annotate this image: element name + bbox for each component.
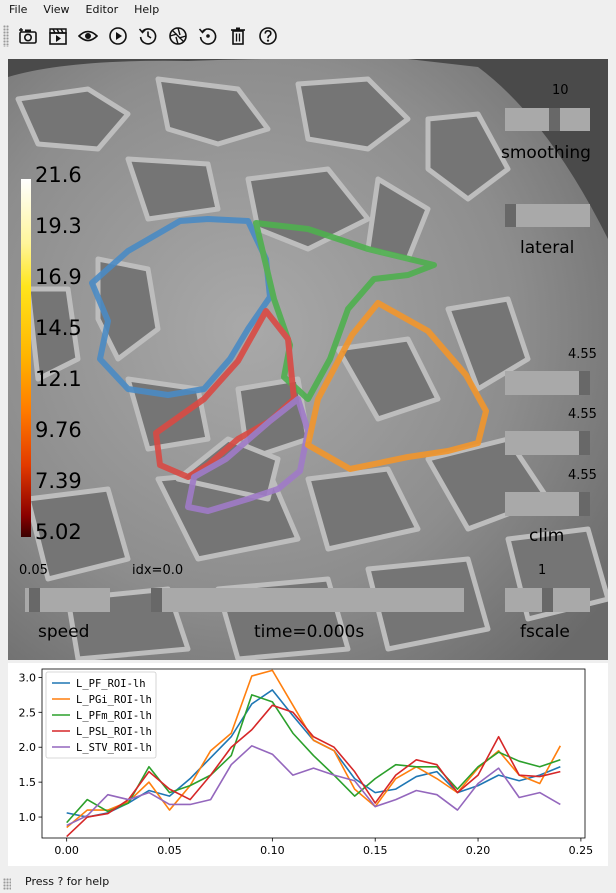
time-slider-handle[interactable] xyxy=(151,588,162,612)
fscale-slider[interactable] xyxy=(505,588,590,612)
fscale-slider-handle[interactable] xyxy=(542,588,553,612)
shading-icon xyxy=(169,26,187,45)
reset-time-button[interactable] xyxy=(133,21,163,51)
menu-file[interactable]: File xyxy=(9,3,28,16)
visibility-button[interactable] xyxy=(73,21,103,51)
y-tick-label: 2.0 xyxy=(19,741,37,754)
smoothing-value: 10 xyxy=(552,83,569,98)
series-line-L_STV_ROI-lh xyxy=(66,745,561,827)
speed-value: 0.05 xyxy=(19,563,48,578)
colorbar-label: 7.39 xyxy=(35,469,82,493)
speed-slider[interactable] xyxy=(25,588,110,612)
series-line-L_PSL_ROI-lh xyxy=(66,704,561,838)
roi-psl-outline xyxy=(153,308,297,480)
screenshot-icon xyxy=(19,27,37,44)
movie-button[interactable] xyxy=(43,21,73,51)
colorbar xyxy=(21,179,31,537)
restore-icon xyxy=(198,27,217,45)
clim-mid-slider-handle[interactable] xyxy=(579,431,590,455)
colorbar-label: 16.9 xyxy=(35,265,82,289)
time-index-value: idx=0.0 xyxy=(132,563,184,578)
roi-pgi-outline xyxy=(305,300,489,472)
y-tick-label: 1.5 xyxy=(19,776,37,789)
legend-label: L_STV_ROI-lh xyxy=(76,742,152,754)
visibility-icon xyxy=(78,30,98,41)
x-tick-label: 0.05 xyxy=(157,844,182,857)
timecourse-plot-panel: 0.00 0.05 0.10 0.15 0.20 0.25 1.0 1.5 2.0 2.5 3.0 L… xyxy=(8,663,608,866)
clim-mid-slider[interactable] xyxy=(505,431,590,455)
toolbar-grip[interactable] xyxy=(3,24,9,47)
menu-view[interactable]: View xyxy=(43,3,70,16)
series-line-L_PGi_ROI-lh xyxy=(66,669,562,829)
orientation-slider[interactable] xyxy=(505,204,590,227)
y-tick-label: 3.0 xyxy=(19,671,37,684)
clim-mid-value: 4.55 xyxy=(568,407,597,422)
status-bar: Press ? for help xyxy=(0,868,616,893)
restore-button[interactable] xyxy=(193,21,223,51)
screenshot-button[interactable] xyxy=(13,21,43,51)
clear-button[interactable] xyxy=(223,21,253,51)
orientation-slider-handle[interactable] xyxy=(505,204,516,227)
roi-stv-outline xyxy=(185,396,311,514)
legend-label: L_PF_ROI-lh xyxy=(76,678,146,690)
fscale-label: fscale xyxy=(520,622,570,642)
shading-button[interactable] xyxy=(163,21,193,51)
clim-min-slider-handle[interactable] xyxy=(579,492,590,516)
x-tick-label: 0.15 xyxy=(363,844,388,857)
colorbar-label: 21.6 xyxy=(35,163,82,187)
clim-max-slider-handle[interactable] xyxy=(579,371,590,395)
menu-editor[interactable]: Editor xyxy=(85,3,119,16)
legend-box xyxy=(45,671,157,759)
status-message: Press ? for help xyxy=(25,875,110,888)
orientation-label: lateral xyxy=(520,238,575,258)
y-tick-label: 1.0 xyxy=(19,811,37,824)
speed-slider-handle[interactable] xyxy=(28,588,40,612)
smoothing-label: smoothing xyxy=(501,143,591,163)
time-label: time=0.000s xyxy=(254,622,365,642)
clim-min-slider[interactable] xyxy=(505,492,590,516)
colorbar-label: 12.1 xyxy=(35,367,82,391)
x-tick-label: 0.00 xyxy=(54,844,79,857)
time-slider[interactable] xyxy=(151,588,464,612)
clear-icon xyxy=(231,27,245,45)
clim-max-slider[interactable] xyxy=(505,371,590,395)
clim-min-value: 4.55 xyxy=(568,468,597,483)
reset-time-icon xyxy=(138,27,157,45)
menu-help[interactable]: Help xyxy=(134,3,160,16)
legend-label: L_PGi_ROI-lh xyxy=(76,694,152,706)
panel-splitter[interactable] xyxy=(0,660,616,664)
menu-bar: File View Editor Help xyxy=(0,0,616,19)
colorbar-label: 19.3 xyxy=(35,214,82,238)
size-grip[interactable] xyxy=(3,878,11,890)
clim-label: clim xyxy=(529,526,565,546)
play-button[interactable] xyxy=(103,21,133,51)
x-tick-label: 0.10 xyxy=(260,844,285,857)
fscale-value: 1 xyxy=(538,563,547,578)
roi-outlines xyxy=(89,216,489,514)
brain-surface xyxy=(8,59,608,660)
timecourse-chart: 0.00 0.05 0.10 0.15 0.20 0.25 1.0 1.5 2.0 2.5 3.0 L… xyxy=(19,668,594,857)
clim-max-value: 4.55 xyxy=(568,347,597,362)
y-tick-label: 2.5 xyxy=(19,706,37,719)
speed-label: speed xyxy=(38,622,90,642)
x-tick-label: 0.25 xyxy=(569,844,594,857)
brain-viewport[interactable]: 21.6 19.3 16.9 14.5 12.1 9.76 7.39 5.02 … xyxy=(8,59,608,660)
toolbar xyxy=(0,19,616,52)
movie-icon xyxy=(49,27,67,45)
legend-label: L_PSL_ROI-lh xyxy=(76,726,152,738)
x-tick-label: 0.20 xyxy=(466,844,491,857)
series-line-L_PFm_ROI-lh xyxy=(66,694,561,824)
help-icon xyxy=(259,26,277,45)
help-button[interactable] xyxy=(253,21,283,51)
legend-label: L_PFm_ROI-lh xyxy=(76,710,152,722)
colorbar-label: 14.5 xyxy=(35,316,82,340)
smoothing-slider-handle[interactable] xyxy=(549,108,561,131)
colorbar-label: 5.02 xyxy=(35,520,82,544)
roi-pf-outline xyxy=(89,216,273,398)
play-icon xyxy=(109,26,127,45)
smoothing-slider[interactable] xyxy=(505,108,590,131)
colorbar-label: 9.76 xyxy=(35,418,82,442)
